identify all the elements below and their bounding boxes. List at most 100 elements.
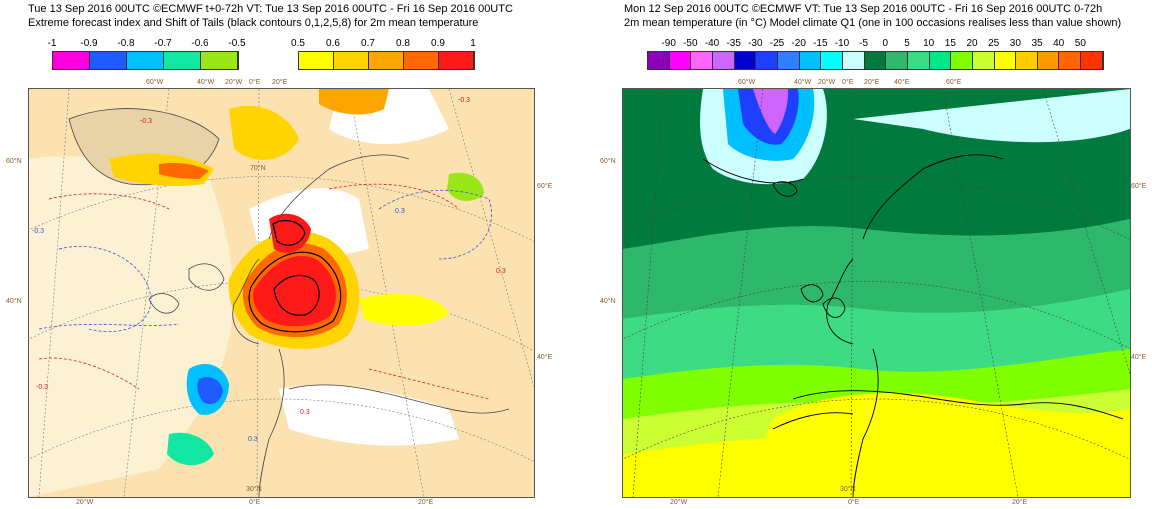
left-map-svg (29, 89, 534, 497)
left-lat-70n: 70°N (250, 165, 266, 172)
right-lat-40n: 40°N (600, 298, 616, 305)
left-lon-20w: 20°W (225, 79, 243, 86)
right-swatch (994, 52, 1017, 69)
right-lon-bottom-0e: 0°E (848, 499, 860, 506)
right-swatch (734, 52, 757, 69)
right-swatch (821, 52, 843, 69)
right-swatch (1037, 52, 1060, 69)
left-contour-label: -0.3 (458, 97, 471, 104)
right-lon-60e: 60°E (946, 79, 962, 86)
left-contour-label: -0.3 (140, 118, 153, 125)
left-neg-tick-label: -0.7 (154, 38, 172, 49)
right-tick-label: -30 (748, 38, 763, 49)
left-neg-tick-label: -1 (47, 38, 57, 49)
left-pos-swatch (369, 52, 404, 69)
right-swatch (864, 52, 887, 69)
right-tick-label: 30 (1009, 38, 1021, 49)
left-contour-label: 0.3 (496, 268, 506, 275)
left-contour-label: 0.3 (395, 208, 405, 215)
right-tick-label: -50 (683, 38, 698, 49)
left-colorbar-positive (298, 51, 475, 70)
right-swatch (799, 52, 822, 69)
left-neg-swatch (90, 52, 127, 69)
left-neg-tick-label: -0.9 (80, 38, 98, 49)
right-colorbar (647, 51, 1104, 70)
right-lon-20w: 20°W (818, 79, 836, 86)
right-tick-label: -15 (813, 38, 828, 49)
right-tick-label: 15 (944, 38, 956, 49)
right-swatch (951, 52, 973, 69)
right-lon-bottom-20e: 20°E (1012, 499, 1028, 506)
right-lon-bottom-20w: 20°W (670, 499, 688, 506)
right-tick-label: 35 (1031, 38, 1043, 49)
left-pos-swatch (404, 52, 439, 69)
left-lon-bottom-20e: 20°E (418, 499, 434, 506)
right-swatch (886, 52, 908, 69)
right-lat-30n: 30°N (840, 486, 856, 493)
right-swatch (756, 52, 778, 69)
left-colorbar-neg-ticks: -1 -0.9 -0.8 -0.7 -0.6 -0.5 (48, 38, 246, 50)
right-swatch (1081, 52, 1103, 69)
left-colorbar-negative (52, 51, 239, 70)
left-pos-swatch (299, 52, 334, 69)
right-swatch (1016, 52, 1038, 69)
left-lon-60w: 60°W (146, 79, 164, 86)
right-swatch (929, 52, 952, 69)
left-pos-tick-label: 0.6 (326, 38, 340, 49)
left-pos-tick-label: 0.7 (361, 38, 375, 49)
right-swatch (691, 52, 713, 69)
left-contour-label: -0.3 (36, 384, 49, 391)
left-lon-bottom-20w: 20°W (76, 499, 94, 506)
right-tick-label: 20 (966, 38, 978, 49)
right-swatch (777, 52, 800, 69)
left-neg-swatch (127, 52, 164, 69)
right-map-svg (623, 89, 1130, 497)
right-swatch (907, 52, 930, 69)
right-tick-label: 5 (904, 38, 910, 49)
right-title-line1: Mon 12 Sep 2016 00UTC ©ECMWF VT: Tue 13 … (624, 3, 1103, 15)
left-lat-60n: 60°N (6, 158, 22, 165)
left-contour-label: 0.3 (248, 436, 258, 443)
right-tick-label: -10 (834, 38, 850, 49)
right-swatch (648, 52, 670, 69)
right-lon-40e: 40°E (894, 79, 910, 86)
left-lon-bottom-0e: 0°E (249, 499, 261, 506)
left-lon-0e: 0°E (249, 79, 261, 86)
right-tick-label: -40 (704, 38, 720, 49)
right-tick-label: 40 (1053, 38, 1065, 49)
left-title-line1: Tue 13 Sep 2016 00UTC ©ECMWF t+0-72h VT:… (28, 3, 513, 15)
right-tick-label: 10 (923, 38, 935, 49)
right-colorbar-ticks: -90 -50 -40 -35 -30 -25 -20 -15 -10 -5 0 5 10 15 20 25 3… (647, 38, 1102, 50)
right-tick-label: 0 (882, 38, 889, 49)
left-contour-label: -0.3 (32, 228, 45, 235)
left-lat-60e: 60°E (537, 183, 553, 190)
left-lat-30n: 30°N (246, 486, 262, 493)
right-lon-20e: 20°E (864, 79, 880, 86)
right-tick-label: -5 (859, 38, 869, 49)
left-pos-tick-label: 1 (470, 38, 476, 49)
right-swatch (1059, 52, 1082, 69)
right-tick-label: -20 (791, 38, 806, 49)
left-lat-40n: 40°N (6, 298, 22, 305)
right-tick-label: 25 (988, 38, 1000, 49)
right-lon-60w: 60°W (738, 79, 756, 86)
right-lat-60e: 60°E (1131, 183, 1147, 190)
left-neg-tick-label: -0.8 (117, 38, 135, 49)
left-contour-label: 0.3 (300, 409, 310, 416)
right-lat-60n: 60°N (600, 158, 616, 165)
left-pos-swatch (439, 52, 474, 69)
left-neg-tick-label: -0.5 (228, 38, 246, 49)
right-tick-label: -35 (726, 38, 741, 49)
right-swatch (669, 52, 692, 69)
left-pos-swatch (334, 52, 369, 69)
right-lat-40e: 40°E (1131, 354, 1147, 361)
right-lon-40w: 40°W (794, 79, 812, 86)
left-pos-tick-label: 0.9 (431, 38, 445, 49)
left-pos-tick-label: 0.8 (396, 38, 410, 49)
left-lat-40e: 40°E (537, 354, 553, 361)
left-lon-20e: 20°E (272, 79, 288, 86)
left-neg-swatch (164, 52, 201, 69)
left-lon-40w: 40°W (197, 79, 215, 86)
right-title-line2: 2m mean temperature (in °C) Model climat… (624, 17, 1122, 29)
right-lon-0e: 0°E (842, 79, 854, 86)
